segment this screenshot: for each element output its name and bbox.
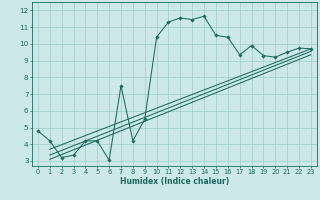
- X-axis label: Humidex (Indice chaleur): Humidex (Indice chaleur): [120, 177, 229, 186]
